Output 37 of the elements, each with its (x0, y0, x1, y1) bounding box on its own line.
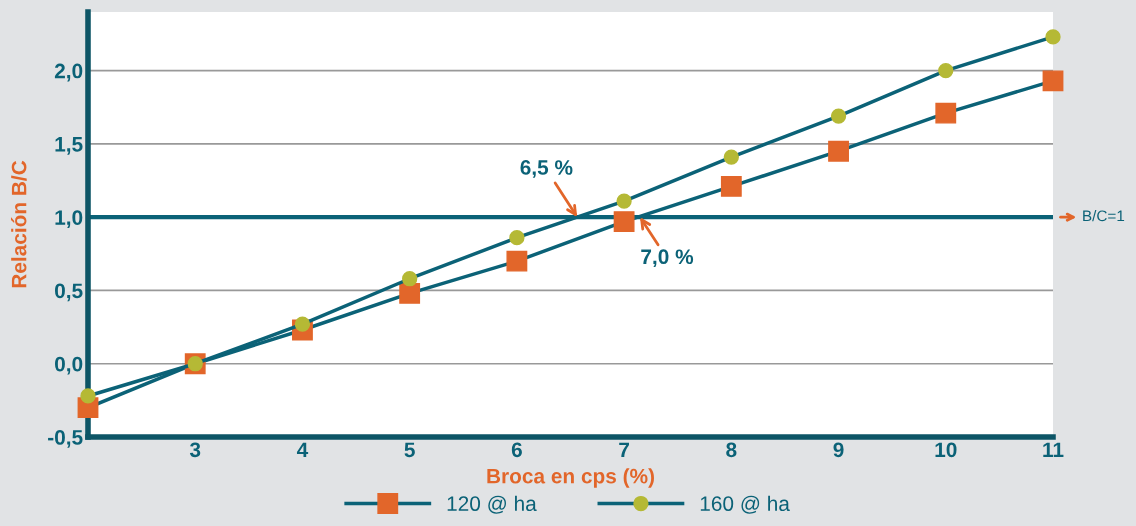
point (1042, 70, 1064, 92)
annotation: 7,0 % (641, 249, 694, 268)
ref-line-label: B/C=1 (1083, 210, 1125, 222)
point (720, 175, 742, 197)
y-tick-label: 2,0 (54, 63, 83, 82)
y-tick-label: 1,5 (55, 137, 83, 155)
y-tick-label: 0,0 (55, 356, 83, 375)
x-tick-label: 11 (1043, 442, 1064, 457)
y-axis-title: Relación B/C (10, 160, 27, 288)
y-tick-label: -0,5 (48, 430, 83, 448)
x-tick-label: 3 (189, 442, 201, 458)
x-tick-label: 5 (404, 442, 415, 458)
x-tick-label: 4 (296, 442, 309, 457)
x-axis-title: Broca en cps (%) (487, 468, 654, 488)
point (509, 230, 525, 246)
point (828, 140, 849, 162)
point (1045, 29, 1061, 45)
x-tick-label: 10 (935, 442, 957, 458)
legend-label: 120 @ ha (447, 495, 537, 514)
point (402, 271, 418, 287)
x-tick-label: 8 (726, 442, 737, 458)
point (80, 388, 96, 404)
point (613, 211, 635, 232)
y-tick-label: 0,5 (55, 283, 83, 302)
x-tick-label: 6 (511, 442, 522, 458)
point (399, 282, 421, 304)
point (506, 250, 528, 272)
legend-label: 160 @ ha (700, 495, 790, 514)
point (935, 102, 957, 124)
x-tick-label: 9 (833, 442, 844, 458)
point (938, 62, 954, 79)
point (616, 193, 632, 209)
annotation: 6,5 % (520, 160, 573, 178)
x-tick-label: 7 (619, 442, 629, 457)
point (723, 149, 739, 165)
y-tick-label: 1,0 (55, 210, 83, 228)
point (830, 108, 847, 124)
